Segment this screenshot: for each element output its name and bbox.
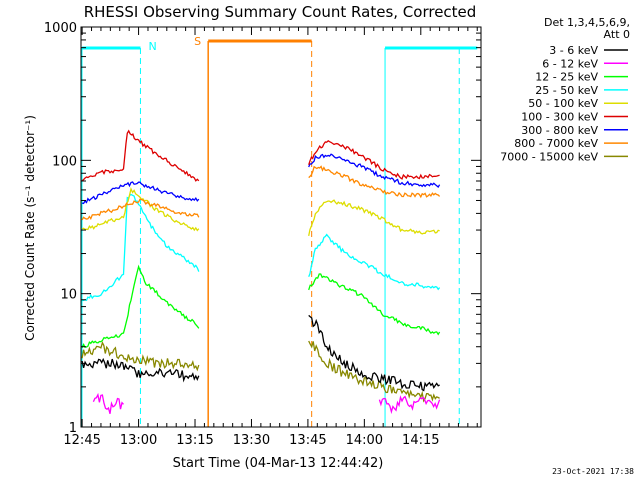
series-line-4 — [308, 199, 440, 237]
x-tick-label: 13:00 — [120, 433, 157, 448]
series-line-6 — [308, 153, 441, 188]
series-line-0 — [81, 357, 200, 383]
plot-frame — [80, 26, 482, 428]
tick-layer: 12:45 13:00 13:15 13:30 13:45 14:00 14:15 1 10 10… — [44, 21, 481, 448]
legend-label: 100 - 300 keV — [521, 111, 598, 124]
legend-label: 6 - 12 keV — [542, 57, 598, 70]
legend-header: Att 0 — [604, 28, 630, 41]
y-tick-label: 1 — [69, 421, 77, 436]
series-line-6 — [81, 181, 200, 205]
saa-marker: S — [194, 35, 201, 48]
series-line-7 — [308, 165, 441, 199]
y-tick-label: 100 — [52, 154, 77, 169]
legend-label: 12 - 25 keV — [535, 71, 598, 84]
series-line-2 — [308, 273, 441, 336]
series-line-5 — [308, 139, 440, 180]
legend-label: 300 - 800 keV — [521, 124, 598, 137]
generation-timestamp: 23-Oct-2021 17:38 — [552, 467, 634, 476]
x-tick-label: 12:45 — [63, 433, 100, 448]
series-layer — [81, 129, 441, 415]
legend-label: 25 - 50 keV — [535, 84, 598, 97]
legend-label: 800 - 7000 keV — [514, 137, 598, 150]
series-line-8 — [81, 340, 200, 372]
series-line-2 — [81, 264, 200, 348]
x-axis-label: Start Time (04-Mar-13 12:44:42) — [173, 456, 384, 471]
x-tick-label: 13:15 — [176, 433, 213, 448]
legend-label: 50 - 100 keV — [528, 97, 598, 110]
series-line-3 — [82, 193, 200, 302]
night-marker: N — [148, 40, 156, 53]
x-tick-label: 14:15 — [402, 433, 439, 448]
series-line-5 — [81, 129, 200, 182]
legend-label: 3 - 6 keV — [549, 44, 598, 57]
legend-header: Det 1,3,4,5,6,9, — [544, 16, 630, 29]
series-line-0 — [308, 314, 440, 392]
x-tick-label: 13:45 — [289, 433, 326, 448]
chart-title: RHESSI Observing Summary Count Rates, Co… — [84, 3, 477, 21]
series-line-7 — [81, 198, 200, 221]
y-tick-label: 1000 — [44, 21, 77, 36]
series-line-1 — [378, 395, 441, 415]
series-line-8 — [308, 340, 440, 403]
series-line-1 — [92, 392, 124, 414]
x-tick-label: 13:30 — [233, 433, 270, 448]
legend-label: 7000 - 15000 keV — [500, 150, 598, 163]
series-line-3 — [308, 233, 441, 291]
y-axis-label: Corrected Count Rate (s⁻¹ detector⁻¹) — [23, 115, 37, 341]
series-line-4 — [81, 187, 200, 232]
y-tick-label: 10 — [60, 288, 77, 303]
x-tick-label: 14:00 — [346, 433, 383, 448]
